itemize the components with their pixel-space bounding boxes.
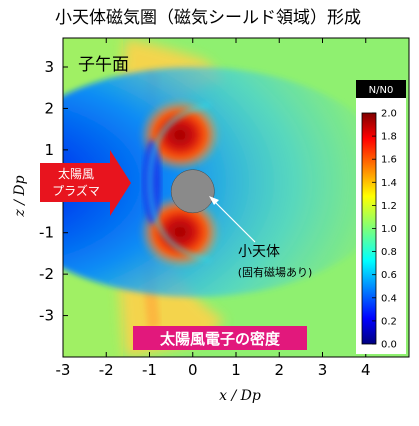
x-tick-label: -3 — [56, 361, 71, 379]
upper-lobe — [140, 99, 220, 171]
small-body — [170, 169, 215, 214]
x-tick-label: 1 — [231, 361, 241, 379]
colorbar-tick-label: 1.6 — [381, 155, 397, 166]
y-tick-label: -2 — [39, 265, 54, 283]
colorbar-tick-label: 0.4 — [381, 293, 397, 304]
x-tick-label: 0 — [188, 361, 198, 379]
colorbar-tick-label: 1.8 — [381, 132, 397, 143]
lower-lobe — [140, 196, 220, 268]
colorbar-tick-label: 0.2 — [381, 316, 397, 327]
body-pointer-line — [212, 199, 256, 243]
colorbar-tick-label: 1.4 — [381, 178, 397, 189]
x-tick-label: 2 — [274, 361, 284, 379]
chart-title: 小天体磁気圏（磁気シールド領域）形成 — [55, 8, 361, 28]
x-tick-label: -1 — [142, 361, 157, 379]
colorbar-tick-label: 1.0 — [381, 224, 397, 235]
colorbar-tick-label: 2.0 — [381, 109, 397, 120]
y-tick-label: -3 — [39, 307, 54, 325]
caption-text: 太陽風電子の密度 — [160, 330, 281, 348]
colorbar-tick-label: 0.6 — [381, 270, 397, 281]
x-tick-label: 4 — [361, 361, 371, 379]
y-tick-label: 2 — [44, 99, 54, 117]
y-tick-label: 3 — [44, 58, 54, 76]
title-background — [0, 0, 419, 34]
x-axis-label: x / Dp — [219, 388, 261, 404]
colorbar-tick-label: 0.8 — [381, 247, 397, 258]
x-axis-ticks: -3 -2 -1 0 1 2 3 4 — [56, 38, 371, 379]
y-axis-label: z / Dp — [12, 175, 28, 217]
body-label: 小天体 — [238, 244, 280, 260]
solar-wind-arrow — [40, 150, 131, 216]
colorbar-tick-label: 1.2 — [381, 201, 397, 212]
body-sublabel: (固有磁場あり) — [238, 265, 313, 279]
colorbar-label: N/N0 — [369, 85, 394, 96]
y-tick-label: 1 — [44, 141, 54, 159]
body-pointer-arrowhead — [209, 196, 219, 205]
y-tick-label: -1 — [39, 224, 54, 242]
colorbar: N/N0 2.0 1.8 1.6 1.4 1.2 1.0 0.8 0.6 0.4 0.2 0.0 — [356, 80, 406, 354]
solar-wind-label-1: 太陽風 — [58, 166, 94, 181]
caption-box — [133, 326, 307, 350]
solar-wind-label-2: プラズマ — [52, 183, 100, 198]
colorbar-ticks: 2.0 1.8 1.6 1.4 1.2 1.0 0.8 0.6 0.4 0.2 0.0 — [372, 109, 397, 351]
boundary-cyan — [147, 103, 211, 262]
panel-label: 子午面 — [78, 55, 129, 75]
x-tick-label: 3 — [318, 361, 328, 379]
colorbar-header — [356, 80, 406, 98]
density-map — [63, 38, 409, 357]
colorbar-tick-label: 0.0 — [381, 340, 397, 351]
x-tick-label: -2 — [99, 361, 114, 379]
